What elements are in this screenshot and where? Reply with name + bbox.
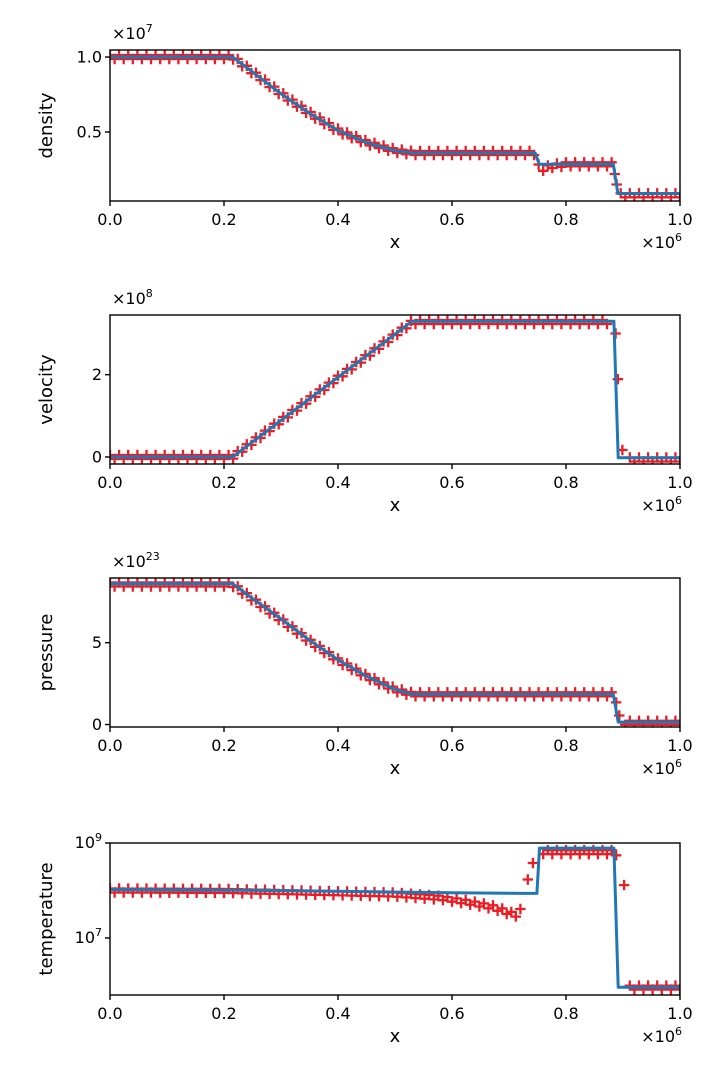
x-tick-label: 0.4 [325,736,350,755]
y-tick-label: 0 [92,448,102,467]
y-axis-label: pressure [36,614,57,692]
y-axis-label: velocity [36,354,57,425]
subplot-density: 0.0 0.2 0.4 0.6 0.8 1.0 0.5 1.0 ×107 density x ×106 [36,22,693,253]
y-axis-label: temperature [36,862,57,975]
x-tick-label: 0.6 [439,1004,464,1023]
y-offset-label: ×1023 [112,550,160,571]
x-tick-label: 0.0 [97,1004,122,1023]
numerical-outlier-markers [522,850,630,891]
x-tick-label: 0.2 [211,736,236,755]
x-tick-label: 0.8 [553,473,578,492]
x-tick-label: 0.0 [97,210,122,229]
x-tick-label: 0.4 [325,210,350,229]
y-tick-label: 0.5 [77,123,102,142]
x-tick-label: 0.0 [97,736,122,755]
x-tick-label: 0.2 [211,1004,236,1023]
y-tick-label: 109 [75,831,102,852]
subplot-temperature: 0.0 0.2 0.4 0.6 0.8 1.0 109 107 temperature x ×106 [36,831,693,1047]
y-tick-label: 0 [92,715,102,734]
subplot-velocity: 0.0 0.2 0.4 0.6 0.8 1.0 0 2 ×108 velocity x ×106 [36,287,693,516]
numerical-markers [110,315,680,464]
x-axis-label: x [390,1026,401,1047]
y-axis-label: density [36,92,57,158]
analytic-line [110,846,680,989]
analytic-line [110,319,680,460]
x-tick-label: 0.2 [211,210,236,229]
x-tick-label: 1.0 [667,736,692,755]
numerical-markers [110,845,680,995]
numerical-markers [110,578,680,727]
axes-frame [109,314,681,465]
x-tick-label: 1.0 [667,210,692,229]
x-tick-label: 0.6 [439,736,464,755]
x-tick-label: 1.0 [667,1004,692,1023]
x-tick-label: 1.0 [667,473,692,492]
y-tick-label: 2 [92,365,102,384]
x-offset-label: ×106 [641,494,682,515]
numerical-markers [110,50,680,201]
y-offset-label: ×108 [112,287,153,308]
analytic-line [110,582,680,724]
x-axis-label: x [390,232,401,253]
x-offset-label: ×106 [641,231,682,252]
axes-frame [109,49,681,202]
y-tick-label: 5 [92,633,102,652]
x-axis-label: x [390,495,401,516]
x-tick-label: 0.4 [325,1004,350,1023]
y-tick-label: 1.0 [77,48,102,67]
x-tick-label: 0.2 [211,473,236,492]
subplot-pressure: 0.0 0.2 0.4 0.6 0.8 1.0 0 5 ×1023 pressure x ×106 [36,550,693,779]
x-tick-label: 0.6 [439,210,464,229]
x-tick-label: 0.6 [439,473,464,492]
x-tick-label: 0.8 [553,736,578,755]
analytic-line [110,55,680,195]
x-offset-label: ×106 [641,1025,682,1046]
x-tick-label: 0.8 [553,210,578,229]
y-offset-label: ×107 [112,22,153,43]
x-tick-label: 0.4 [325,473,350,492]
axes-frame [109,577,681,728]
x-tick-label: 0.0 [97,473,122,492]
y-tick-label: 107 [75,926,102,947]
x-tick-label: 0.8 [553,1004,578,1023]
x-offset-label: ×106 [641,757,682,778]
x-axis-label: x [390,758,401,779]
axes-frame [109,842,681,996]
